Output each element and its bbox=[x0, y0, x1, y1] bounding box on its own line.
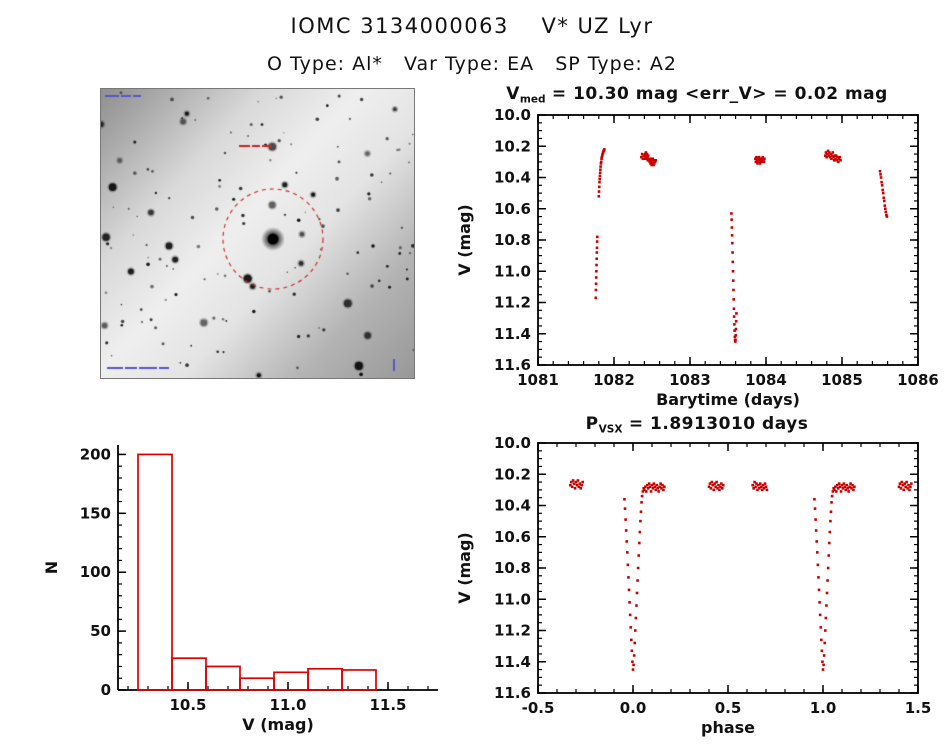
histogram-axes: 10.5 11.0 11.5 0 50 100 150 200 V (mag) N bbox=[42, 445, 438, 734]
lightcurve-title: Vmed = 10.30 mag <err_V> = 0.02 mag bbox=[506, 84, 888, 106]
svg-text:-0.5: -0.5 bbox=[522, 699, 555, 717]
svg-text:1082: 1082 bbox=[593, 371, 635, 389]
svg-text:0.5: 0.5 bbox=[715, 699, 742, 717]
svg-text:11.0: 11.0 bbox=[494, 590, 531, 608]
svg-text:1.5: 1.5 bbox=[905, 699, 932, 717]
svg-text:11.4: 11.4 bbox=[494, 325, 531, 343]
svg-text:11.5: 11.5 bbox=[369, 696, 406, 714]
page-subtitle: O Type: Al* Var Type: EA SP Type: A2 bbox=[267, 53, 677, 75]
phase-title: PVSX = 1.8913010 days bbox=[585, 414, 809, 436]
svg-text:10.0: 10.0 bbox=[494, 106, 531, 124]
svg-text:100: 100 bbox=[80, 563, 111, 581]
svg-text:200: 200 bbox=[80, 445, 111, 463]
svg-text:10.8: 10.8 bbox=[494, 231, 531, 249]
svg-text:1.0: 1.0 bbox=[810, 699, 837, 717]
svg-text:150: 150 bbox=[80, 504, 111, 522]
svg-text:10.5: 10.5 bbox=[169, 696, 206, 714]
svg-text:10.6: 10.6 bbox=[494, 528, 531, 546]
lightcurve-axes: 1081 1082 1083 1084 1085 1086 10.0 10.2 10.4 10.6… bbox=[455, 106, 939, 409]
svg-text:V (mag): V (mag) bbox=[455, 532, 474, 604]
svg-text:50: 50 bbox=[90, 622, 111, 640]
svg-text:10.2: 10.2 bbox=[494, 465, 531, 483]
svg-text:1084: 1084 bbox=[745, 371, 787, 389]
svg-text:Barytime (days): Barytime (days) bbox=[656, 390, 800, 409]
phase-plot: PVSX = 1.8913010 days -0.5 0.0 0.5 1.0 1.5 10… bbox=[450, 414, 944, 747]
svg-text:11.6: 11.6 bbox=[494, 356, 531, 374]
lightcurve-plot: Vmed = 10.30 mag <err_V> = 0.02 mag 1081… bbox=[450, 84, 944, 420]
svg-text:11.6: 11.6 bbox=[494, 684, 531, 702]
svg-text:V (mag): V (mag) bbox=[455, 204, 474, 276]
svg-text:0: 0 bbox=[101, 681, 111, 699]
svg-text:11.4: 11.4 bbox=[494, 653, 531, 671]
page-title: IOMC 3134000063 V* UZ Lyr bbox=[290, 14, 654, 38]
svg-text:V (mag): V (mag) bbox=[242, 715, 314, 734]
svg-text:10.6: 10.6 bbox=[494, 200, 531, 218]
svg-text:1083: 1083 bbox=[669, 371, 711, 389]
svg-text:11.2: 11.2 bbox=[494, 622, 531, 640]
svg-text:10.4: 10.4 bbox=[494, 497, 531, 515]
svg-text:11.0: 11.0 bbox=[269, 696, 306, 714]
phase-axes: -0.5 0.0 0.5 1.0 1.5 10.0 10.2 10.4 10.6 10.8 11.0… bbox=[455, 435, 932, 737]
finder-chart-image bbox=[101, 89, 414, 378]
svg-text:10.4: 10.4 bbox=[494, 169, 531, 187]
finder-chart bbox=[100, 88, 415, 379]
svg-text:1085: 1085 bbox=[821, 371, 863, 389]
svg-text:10.2: 10.2 bbox=[494, 137, 531, 155]
svg-text:phase: phase bbox=[701, 718, 755, 737]
svg-text:0.0: 0.0 bbox=[620, 699, 647, 717]
svg-text:10.0: 10.0 bbox=[494, 435, 531, 452]
histogram-plot: 10.5 11.0 11.5 0 50 100 150 200 V (mag) N bbox=[40, 430, 460, 747]
svg-text:1081: 1081 bbox=[517, 371, 559, 389]
svg-text:10.8: 10.8 bbox=[494, 559, 531, 577]
svg-text:N: N bbox=[42, 561, 61, 574]
svg-text:11.0: 11.0 bbox=[494, 262, 531, 280]
svg-text:11.2: 11.2 bbox=[494, 294, 531, 312]
svg-text:1086: 1086 bbox=[897, 371, 939, 389]
